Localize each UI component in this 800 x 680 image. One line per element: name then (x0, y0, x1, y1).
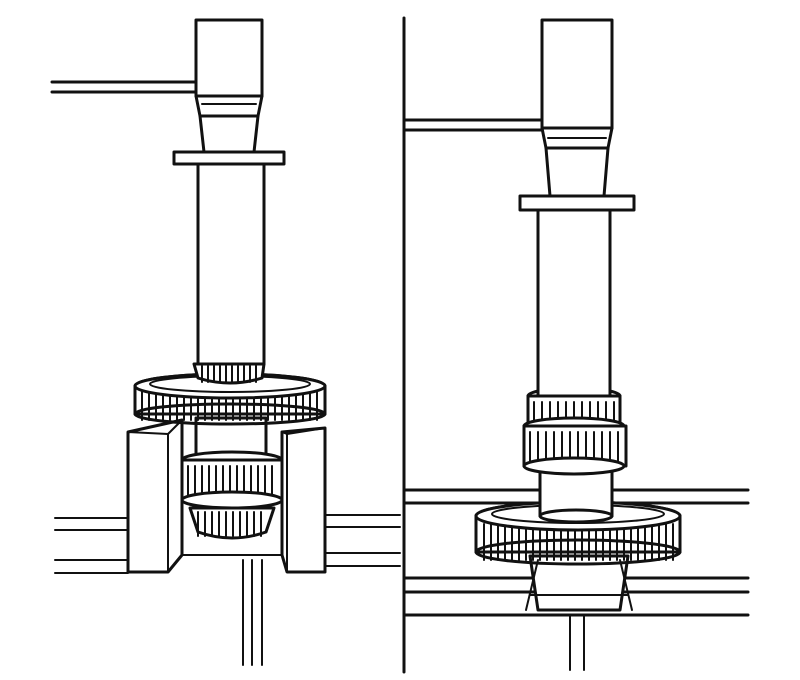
left-large-gear (133, 372, 327, 426)
left-sleeve-tube (196, 160, 266, 366)
left-lower-gear-cluster (180, 416, 284, 540)
left-press-ram (194, 18, 264, 154)
right-press-ram (540, 18, 614, 198)
right-panel (402, 18, 750, 671)
right-shaft-stub (538, 466, 614, 524)
right-flange-plate (518, 194, 636, 212)
right-press-arm (402, 118, 544, 132)
left-lower-shaft (242, 559, 263, 666)
left-frame-rails (54, 514, 401, 574)
right-small-gear-cluster (522, 386, 628, 476)
right-sleeve-tube (536, 206, 612, 398)
left-flange-plate (172, 150, 286, 166)
right-lower-shaft (569, 614, 585, 671)
left-panel (50, 18, 401, 666)
left-press-arm (50, 80, 198, 94)
left-spline-hub (192, 362, 266, 385)
right-large-gear (474, 500, 682, 566)
